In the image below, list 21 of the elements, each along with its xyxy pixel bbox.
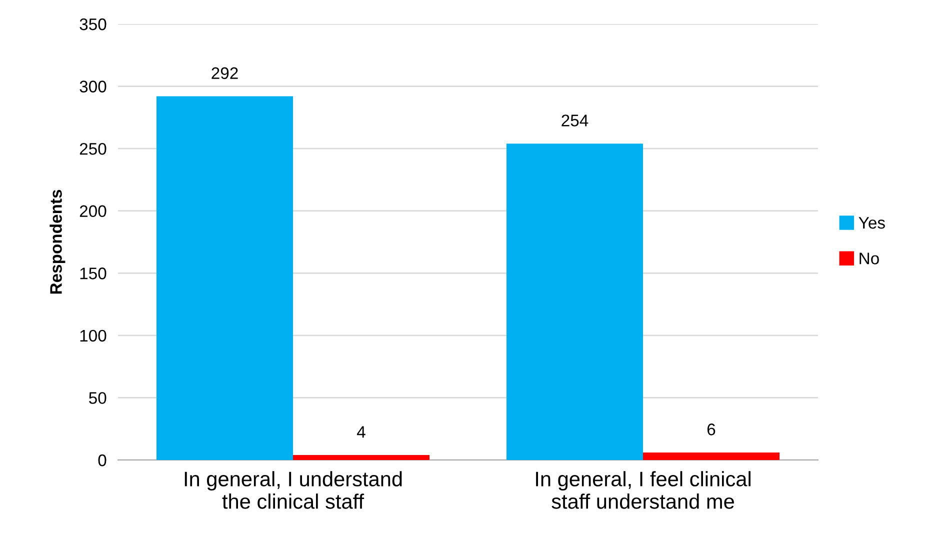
y-tick-label: 50 [89,392,106,404]
y-axis-title: Respondents [50,190,66,294]
y-tick-label: 100 [80,330,106,342]
data-label: 4 [357,426,366,438]
legend-label: Yes [858,217,885,229]
legend-label: No [860,252,879,264]
data-label: 292 [212,67,238,80]
x-tick-label: In general, I understand the clinical staff [184,471,402,509]
y-tick-label: 200 [80,205,106,218]
bar [156,96,293,460]
data-label: 6 [707,424,716,436]
y-tick-label: 0 [98,454,106,466]
y-tick-label: 250 [80,142,106,155]
y-tick-label: 300 [80,80,106,92]
bar [293,455,430,460]
y-tick-label: 150 [80,268,106,280]
bar [643,452,780,460]
y-tick-label: 350 [80,18,106,30]
bar [506,144,643,460]
data-label: 254 [562,114,588,126]
x-tick-label: In general, I feel clinical staff understand me [536,471,750,509]
